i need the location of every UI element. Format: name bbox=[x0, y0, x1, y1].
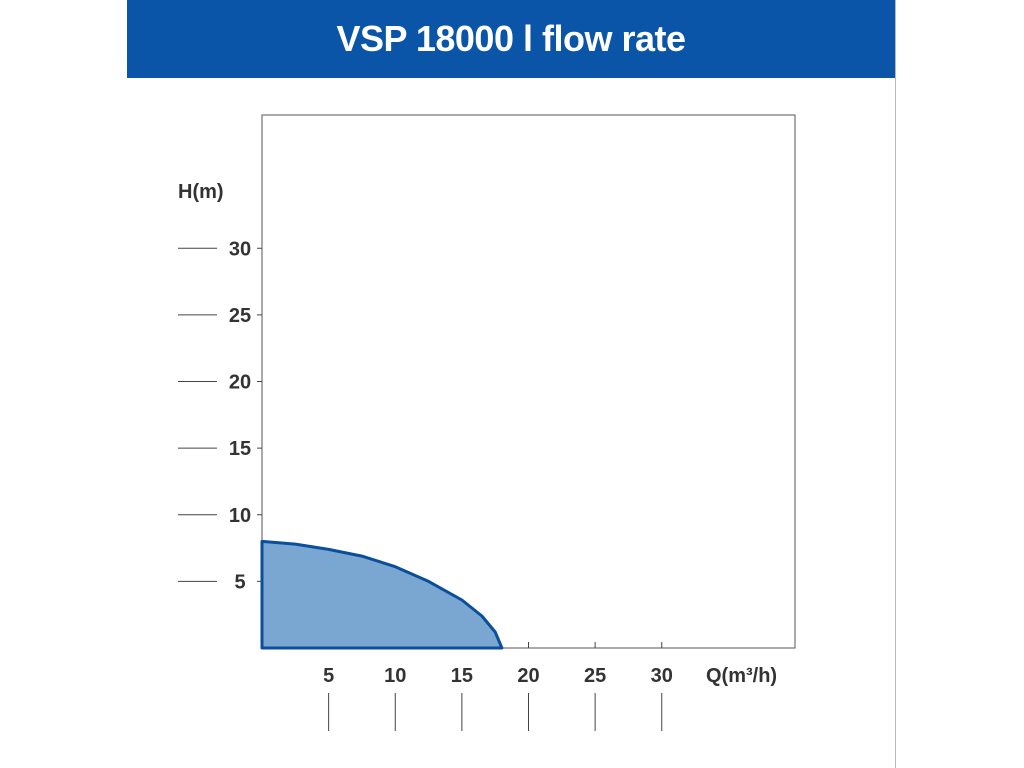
y-tick-label: 20 bbox=[229, 372, 251, 394]
y-tick-label: 10 bbox=[229, 505, 251, 527]
x-tick-label: 20 bbox=[517, 665, 539, 687]
x-tick-label: 30 bbox=[651, 665, 673, 687]
flow-curve-area bbox=[260, 539, 504, 650]
y-tick-label: 25 bbox=[229, 305, 251, 327]
chart-title: VSP 18000 l flow rate bbox=[336, 18, 686, 59]
title-banner: VSP 18000 l flow rate bbox=[127, 0, 895, 78]
x-tick-label: 25 bbox=[584, 665, 606, 687]
divider bbox=[895, 0, 896, 768]
y-tick-label: 5 bbox=[234, 571, 245, 593]
x-tick-label: 15 bbox=[451, 665, 473, 687]
y-tick-label: 30 bbox=[229, 238, 251, 260]
y-axis-label: H(m) bbox=[178, 181, 224, 203]
y-tick-label: 15 bbox=[229, 438, 251, 460]
x-tick-label: 10 bbox=[384, 665, 406, 687]
x-axis-label: Q(m³/h) bbox=[706, 665, 777, 687]
x-tick-label: 5 bbox=[323, 665, 334, 687]
